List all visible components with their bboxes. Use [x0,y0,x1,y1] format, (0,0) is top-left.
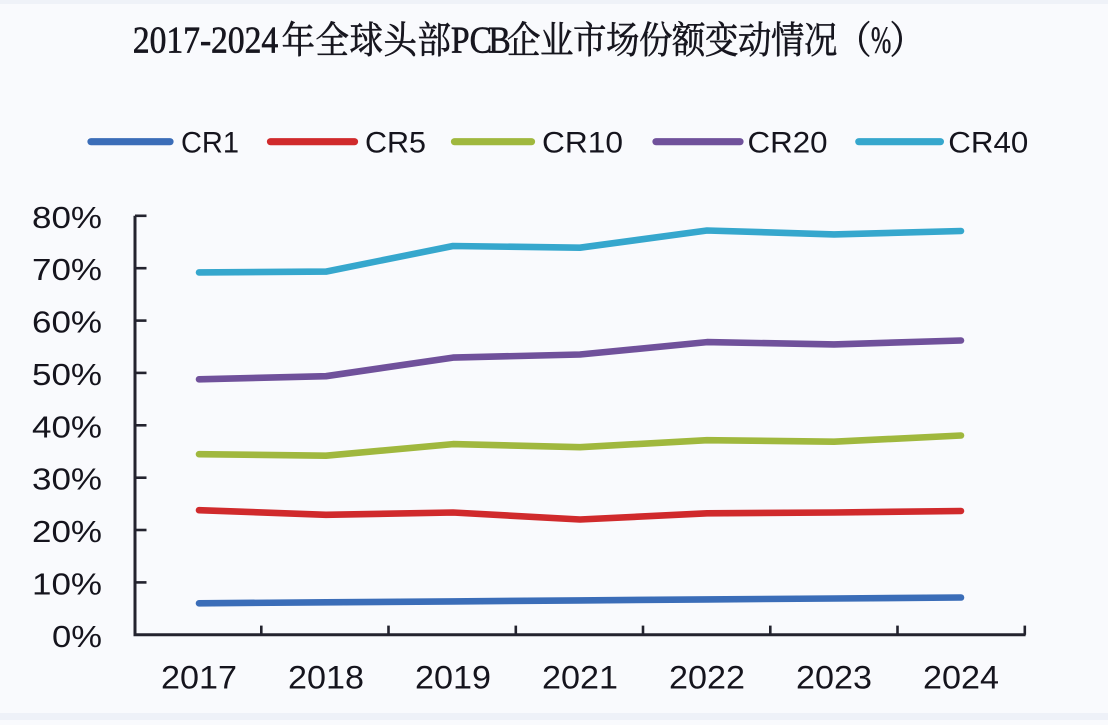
svg-text:CR5: CR5 [365,127,426,160]
svg-text:10%: 10% [32,566,102,601]
svg-text:70%: 70% [32,252,102,287]
svg-text:2019: 2019 [415,659,491,695]
svg-text:30%: 30% [32,462,102,497]
svg-text:CR1: CR1 [181,127,239,160]
svg-text:60%: 60% [32,305,102,340]
svg-text:CR20: CR20 [748,127,828,160]
svg-text:2023: 2023 [796,659,872,695]
svg-text:80%: 80% [32,200,102,235]
svg-text:2024: 2024 [923,659,999,695]
svg-text:2018: 2018 [288,659,364,695]
svg-text:20%: 20% [32,514,102,549]
svg-text:0%: 0% [52,619,102,654]
svg-text:40%: 40% [32,409,102,444]
svg-text:50%: 50% [32,357,102,392]
svg-text:2017: 2017 [161,659,237,695]
svg-text:2022: 2022 [669,659,745,695]
svg-text:2021: 2021 [542,659,618,695]
svg-text:CR40: CR40 [948,127,1028,160]
svg-text:CR10: CR10 [542,127,623,160]
